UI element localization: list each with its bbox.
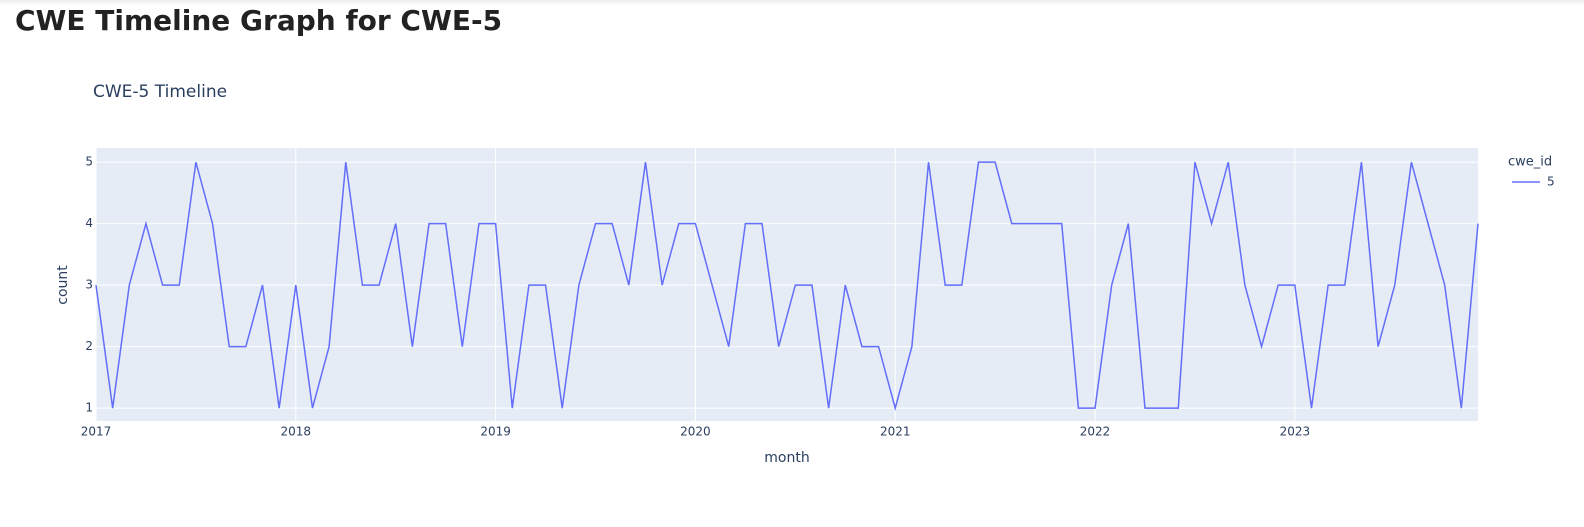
page-heading: CWE Timeline Graph for CWE-5 xyxy=(15,4,503,37)
x-tick-label: 2021 xyxy=(880,425,911,439)
legend-title: cwe_id xyxy=(1508,155,1552,170)
y-tick-label: 2 xyxy=(85,339,93,353)
plot-area xyxy=(96,148,1478,421)
y-tick-label: 1 xyxy=(85,401,93,415)
x-tick-label: 2018 xyxy=(281,425,312,439)
y-tick-label: 5 xyxy=(85,155,93,169)
legend-label: 5 xyxy=(1547,175,1555,189)
y-tick-label: 4 xyxy=(85,216,93,230)
x-tick-label: 2022 xyxy=(1080,425,1111,439)
top-bar xyxy=(0,0,1584,6)
data-line xyxy=(95,161,1479,411)
x-tick-label: 2020 xyxy=(680,425,711,439)
x-tick-label: 2019 xyxy=(480,425,511,439)
y-axis-title: count xyxy=(55,265,71,305)
x-tick-label: 2017 xyxy=(81,425,112,439)
x-tick-label: 2023 xyxy=(1280,425,1311,439)
x-axis-title: month xyxy=(764,450,809,466)
y-tick-label: 3 xyxy=(85,278,93,292)
chart-title: CWE-5 Timeline xyxy=(93,82,227,102)
